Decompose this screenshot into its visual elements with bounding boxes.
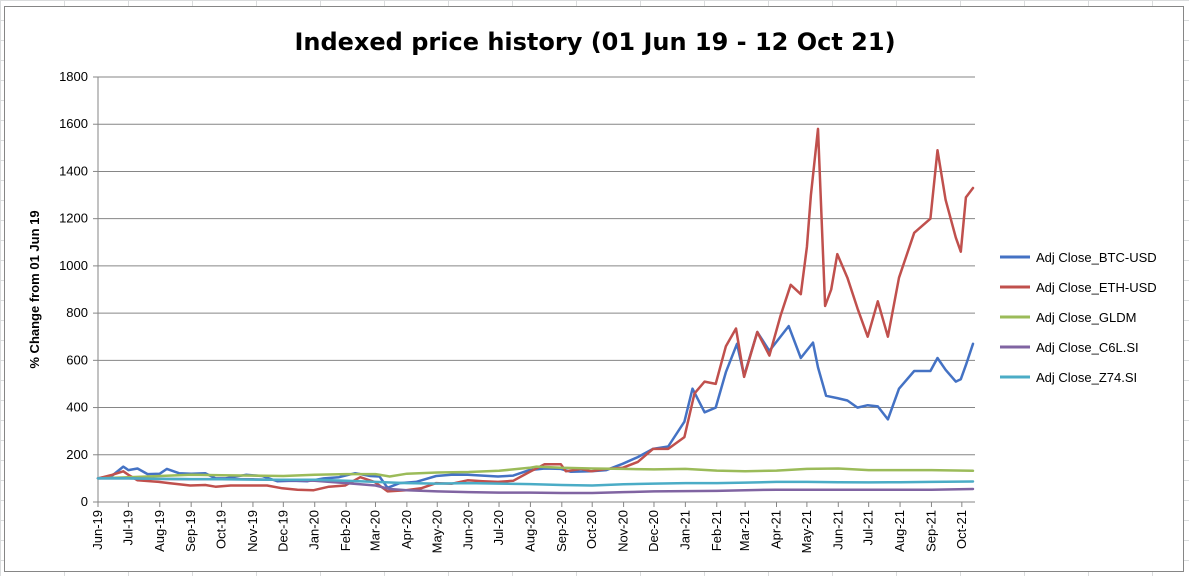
y-tick-labels: 0 200 400 600 800 1000 1200 1400 1600 1800 bbox=[59, 69, 88, 509]
legend[interactable]: Adj Close_BTC-USD Adj Close_ETH-USD Adj Cl… bbox=[1000, 250, 1157, 385]
x-tick-label: Jun-21 bbox=[830, 510, 845, 550]
x-tick-label: May-20 bbox=[429, 510, 444, 553]
legend-item[interactable]: Adj Close_Z74.SI bbox=[1000, 370, 1137, 385]
x-tick-label: Aug-19 bbox=[152, 510, 167, 552]
legend-label: Adj Close_BTC-USD bbox=[1036, 250, 1157, 265]
series-lines bbox=[96, 127, 975, 495]
series-line-2 bbox=[96, 127, 975, 493]
x-tick-label: Oct-20 bbox=[584, 510, 599, 549]
x-tick-label: Jan-20 bbox=[307, 510, 322, 550]
x-tick-label: Aug-21 bbox=[892, 510, 907, 552]
x-tick-label: Mar-20 bbox=[367, 510, 382, 551]
y-tick-label: 1800 bbox=[59, 69, 88, 84]
x-tick-label: Oct-21 bbox=[954, 510, 969, 549]
x-tick-label: Mar-21 bbox=[737, 510, 752, 551]
x-tick-label: Jul-21 bbox=[861, 510, 876, 545]
x-tick-label: Aug-20 bbox=[522, 510, 537, 552]
legend-label: Adj Close_GLDM bbox=[1036, 310, 1136, 325]
y-tick-label: 1600 bbox=[59, 116, 88, 131]
x-tick-label: Sep-19 bbox=[183, 510, 198, 552]
legend-item[interactable]: Adj Close_C6L.SI bbox=[1000, 340, 1139, 355]
y-tick-label: 600 bbox=[66, 352, 88, 367]
x-tick-label: Apr-20 bbox=[399, 510, 414, 549]
x-tick-label: Feb-21 bbox=[709, 510, 724, 551]
legend-label: Adj Close_ETH-USD bbox=[1036, 280, 1157, 295]
x-tick-label: Jul-20 bbox=[491, 510, 506, 545]
y-tick-label: 400 bbox=[66, 400, 88, 415]
legend-label: Adj Close_C6L.SI bbox=[1036, 340, 1139, 355]
legend-item[interactable]: Adj Close_GLDM bbox=[1000, 310, 1136, 325]
y-tick-label: 0 bbox=[81, 494, 88, 509]
chart-area[interactable]: Indexed price history (01 Jun 19 - 12 Oc… bbox=[4, 6, 1184, 572]
y-tick-label: 1000 bbox=[59, 258, 88, 273]
x-tick-label: Dec-19 bbox=[275, 510, 290, 552]
x-tick-label: Dec-20 bbox=[646, 510, 661, 552]
y-axis-label: % Change from 01 Jun 19 bbox=[27, 210, 42, 368]
x-tick-label: Sep-21 bbox=[923, 510, 938, 552]
y-tick-label: 200 bbox=[66, 447, 88, 462]
x-tick-label: Jun-19 bbox=[90, 510, 105, 550]
x-tick-labels: Jun-19 Jul-19 Aug-19 Sep-19 Oct-19 Nov-19 Dec-… bbox=[90, 502, 969, 553]
x-tick-label: May-21 bbox=[799, 510, 814, 553]
y-tick-label: 1200 bbox=[59, 211, 88, 226]
x-tick-label: Sep-20 bbox=[554, 510, 569, 552]
x-tick-label: Jul-19 bbox=[120, 510, 135, 545]
series-line-5 bbox=[96, 477, 975, 487]
x-tick-label: Nov-20 bbox=[616, 510, 631, 552]
x-tick-label: Jun-20 bbox=[461, 510, 476, 550]
x-tick-label: Apr-21 bbox=[769, 510, 784, 549]
legend-item[interactable]: Adj Close_BTC-USD bbox=[1000, 250, 1157, 265]
x-tick-label: Oct-19 bbox=[214, 510, 229, 549]
y-tick-label: 1400 bbox=[59, 163, 88, 178]
series-line-3 bbox=[96, 465, 975, 480]
y-tick-label: 800 bbox=[66, 305, 88, 320]
legend-item[interactable]: Adj Close_ETH-USD bbox=[1000, 280, 1157, 295]
x-tick-label: Jan-21 bbox=[677, 510, 692, 550]
line-chart: Indexed price history (01 Jun 19 - 12 Oc… bbox=[27, 28, 1157, 553]
x-tick-label: Nov-19 bbox=[245, 510, 260, 552]
series-line-1 bbox=[96, 324, 975, 490]
chart-title: Indexed price history (01 Jun 19 - 12 Oc… bbox=[294, 28, 895, 56]
axes bbox=[97, 77, 975, 503]
legend-label: Adj Close_Z74.SI bbox=[1036, 370, 1137, 385]
gridlines bbox=[93, 76, 975, 503]
x-tick-label: Feb-20 bbox=[338, 510, 353, 551]
